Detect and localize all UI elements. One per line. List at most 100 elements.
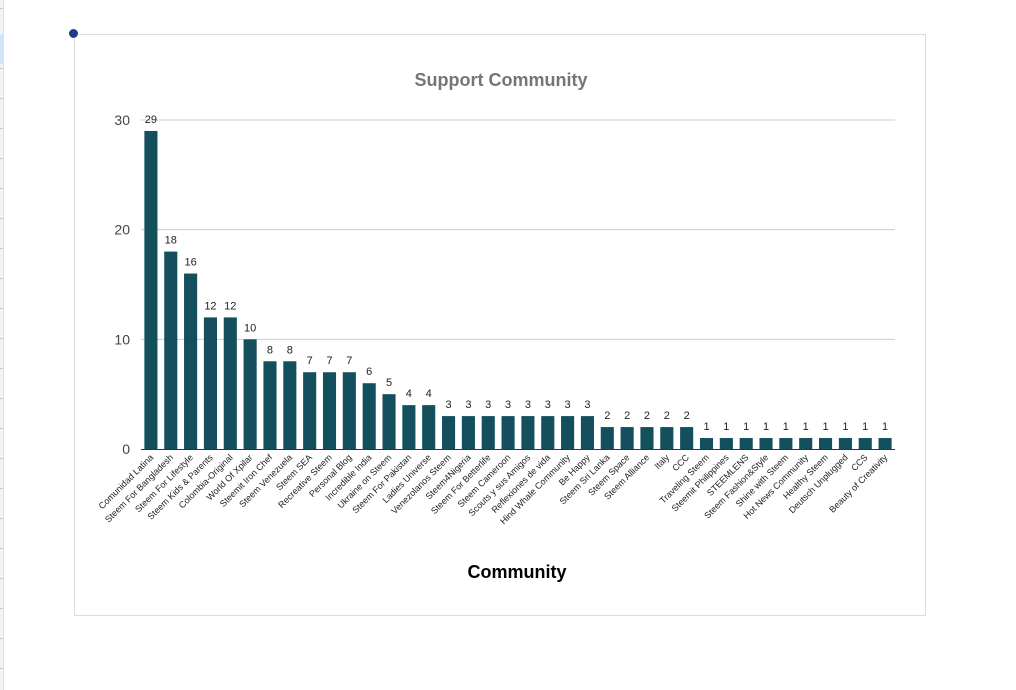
data-label: 1 <box>822 421 828 433</box>
row-divider <box>0 488 3 489</box>
row-divider <box>0 548 3 549</box>
data-label: 1 <box>842 421 848 433</box>
bar <box>521 416 535 449</box>
row-divider <box>0 638 3 639</box>
bar <box>739 438 753 449</box>
bar <box>402 405 416 449</box>
data-label: 1 <box>803 421 809 433</box>
bar <box>382 394 396 449</box>
chart-container[interactable]: Support Community 0 10 20 30 29 18 16 12 12 10 8 8… <box>74 34 926 616</box>
data-label: 2 <box>664 410 670 422</box>
bar <box>283 361 297 449</box>
row-divider <box>0 668 3 669</box>
row-divider <box>0 8 3 9</box>
data-label: 6 <box>366 366 372 378</box>
bar <box>838 438 852 449</box>
gridlines <box>141 119 895 340</box>
row-divider <box>0 368 3 369</box>
x-axis-title: Community <box>468 562 567 582</box>
row-divider <box>0 518 3 519</box>
data-label: 10 <box>244 322 256 334</box>
data-label: 12 <box>204 300 216 312</box>
data-label: 16 <box>184 257 196 269</box>
row-divider <box>0 338 3 339</box>
row-divider <box>0 308 3 309</box>
bar <box>878 438 892 449</box>
data-label: 3 <box>445 399 451 411</box>
data-label: 2 <box>624 410 630 422</box>
bar <box>541 416 555 449</box>
chart-title: Support Community <box>415 70 588 90</box>
sheet-row-gutter <box>0 0 4 690</box>
data-label: 1 <box>862 421 868 433</box>
bar <box>680 427 694 449</box>
data-label: 4 <box>406 388 412 400</box>
data-label: 3 <box>485 399 491 411</box>
data-label: 29 <box>145 114 157 126</box>
data-label: 5 <box>386 377 392 389</box>
y-tick-label: 10 <box>114 331 130 347</box>
bar <box>263 361 277 449</box>
data-label: 3 <box>505 399 511 411</box>
row-divider <box>0 608 3 609</box>
bars <box>144 130 892 449</box>
data-label: 1 <box>882 421 888 433</box>
bar <box>144 130 158 449</box>
bar <box>620 427 634 449</box>
row-divider <box>0 458 3 459</box>
data-label: 7 <box>326 355 332 367</box>
bar <box>303 372 317 449</box>
bar <box>362 383 376 449</box>
data-label: 18 <box>165 235 177 247</box>
bar <box>580 416 594 449</box>
row-divider <box>0 578 3 579</box>
bar <box>561 416 575 449</box>
data-label: 7 <box>346 355 352 367</box>
bar <box>461 416 475 449</box>
bar <box>719 438 733 449</box>
y-tick-label: 20 <box>114 222 130 238</box>
bar <box>779 438 793 449</box>
data-label: 1 <box>763 421 769 433</box>
bar <box>342 372 356 449</box>
bar <box>600 427 614 449</box>
bar <box>858 438 872 449</box>
bar <box>442 416 456 449</box>
data-label: 3 <box>525 399 531 411</box>
data-label: 2 <box>604 410 610 422</box>
data-labels: 29 18 16 12 12 10 8 8 7 7 7 6 5 4 4 3 3 3 3 3 3 3 3 2 2 2 2 2 1 1 1 1 1 1… <box>145 114 888 433</box>
data-label: 7 <box>307 355 313 367</box>
row-divider <box>0 158 3 159</box>
row-divider <box>0 98 3 99</box>
bar <box>322 372 337 449</box>
y-tick-label: 30 <box>114 112 130 128</box>
bar <box>501 416 515 449</box>
data-label: 1 <box>783 421 789 433</box>
bar <box>660 427 674 449</box>
data-label: 3 <box>584 399 590 411</box>
bar <box>699 438 714 449</box>
y-tick-label: 0 <box>122 441 130 457</box>
data-label: 3 <box>465 399 471 411</box>
data-label: 12 <box>224 300 236 312</box>
row-divider <box>0 218 3 219</box>
bar <box>640 427 654 449</box>
row-divider <box>0 248 3 249</box>
row-divider <box>0 398 3 399</box>
row-divider <box>0 188 3 189</box>
data-label: 2 <box>684 410 690 422</box>
bar <box>243 339 257 449</box>
data-label: 4 <box>426 388 432 400</box>
row-divider <box>0 278 3 279</box>
bar <box>422 405 436 449</box>
bar <box>819 438 833 449</box>
data-label: 3 <box>565 399 571 411</box>
data-label: 8 <box>287 344 293 356</box>
chart-resize-handle[interactable] <box>68 28 79 39</box>
selected-row-highlight <box>0 34 3 64</box>
row-divider <box>0 68 3 69</box>
bar <box>223 317 237 449</box>
bar <box>481 416 495 449</box>
